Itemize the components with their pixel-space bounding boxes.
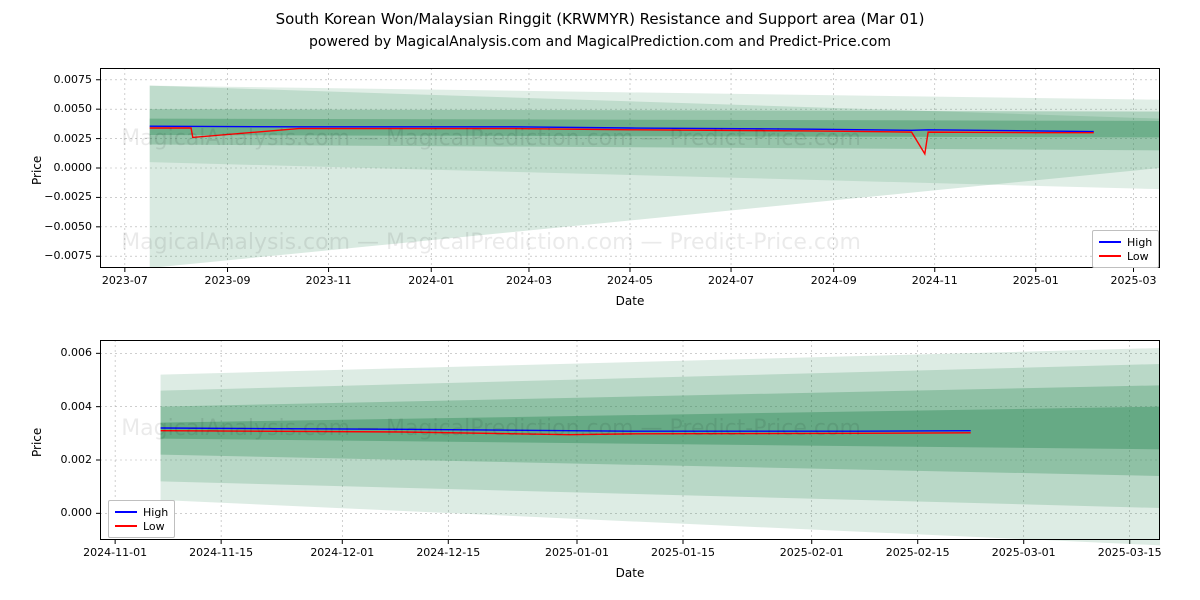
xtick-label: 2024-01: [408, 274, 454, 287]
xtick-label: 2025-01: [1013, 274, 1059, 287]
bottom-plot-svg: [100, 340, 1160, 540]
top-panel: [100, 68, 1160, 268]
ytick-label: 0.0025: [38, 132, 92, 145]
xtick-label: 2024-03: [506, 274, 552, 287]
xtick-label: 2024-12-01: [310, 546, 374, 559]
legend-item-low: Low: [115, 519, 168, 533]
bottom-xlabel: Date: [100, 566, 1160, 580]
xtick-label: 2025-03: [1111, 274, 1157, 287]
legend-label-low: Low: [1127, 250, 1149, 263]
legend-item-high: High: [115, 505, 168, 519]
xtick-label: 2025-03-01: [992, 546, 1056, 559]
xtick-label: 2025-02-01: [780, 546, 844, 559]
ytick-label: 0.002: [38, 453, 92, 466]
xtick-label: 2025-02-15: [886, 546, 950, 559]
xtick-label: 2025-01-01: [545, 546, 609, 559]
legend-swatch-low: [115, 525, 137, 527]
top-legend: High Low: [1092, 230, 1159, 268]
xtick-label: 2023-09: [205, 274, 251, 287]
figure: { "title": "South Korean Won/Malaysian R…: [0, 0, 1200, 600]
legend-swatch-high: [115, 511, 137, 513]
xtick-label: 2024-12-15: [416, 546, 480, 559]
ytick-label: −0.0050: [38, 220, 92, 233]
legend-item-high: High: [1099, 235, 1152, 249]
xtick-label: 2025-01-15: [651, 546, 715, 559]
xtick-label: 2024-07: [708, 274, 754, 287]
xtick-label: 2023-11: [306, 274, 352, 287]
ytick-label: 0.0050: [38, 102, 92, 115]
xtick-label: 2024-09: [811, 274, 857, 287]
top-plot-svg: [100, 68, 1160, 268]
xtick-label: 2025-03-15: [1098, 546, 1162, 559]
top-xlabel: Date: [100, 294, 1160, 308]
bottom-panel: [100, 340, 1160, 540]
legend-item-low: Low: [1099, 249, 1152, 263]
legend-swatch-high: [1099, 241, 1121, 243]
chart-subtitle: powered by MagicalAnalysis.com and Magic…: [0, 34, 1200, 50]
legend-swatch-low: [1099, 255, 1121, 257]
ytick-label: −0.0025: [38, 190, 92, 203]
legend-label-high: High: [143, 506, 168, 519]
ytick-label: 0.0075: [38, 73, 92, 86]
chart-title: South Korean Won/Malaysian Ringgit (KRWM…: [0, 10, 1200, 28]
bottom-legend: High Low: [108, 500, 175, 538]
ytick-label: 0.0000: [38, 161, 92, 174]
xtick-label: 2024-05: [607, 274, 653, 287]
legend-label-low: Low: [143, 520, 165, 533]
ytick-label: 0.006: [38, 346, 92, 359]
ytick-label: 0.000: [38, 506, 92, 519]
ytick-label: 0.004: [38, 400, 92, 413]
xtick-label: 2024-11-15: [189, 546, 253, 559]
xtick-label: 2023-07: [102, 274, 148, 287]
xtick-label: 2024-11: [912, 274, 958, 287]
legend-label-high: High: [1127, 236, 1152, 249]
ytick-label: −0.0075: [38, 249, 92, 262]
xtick-label: 2024-11-01: [83, 546, 147, 559]
